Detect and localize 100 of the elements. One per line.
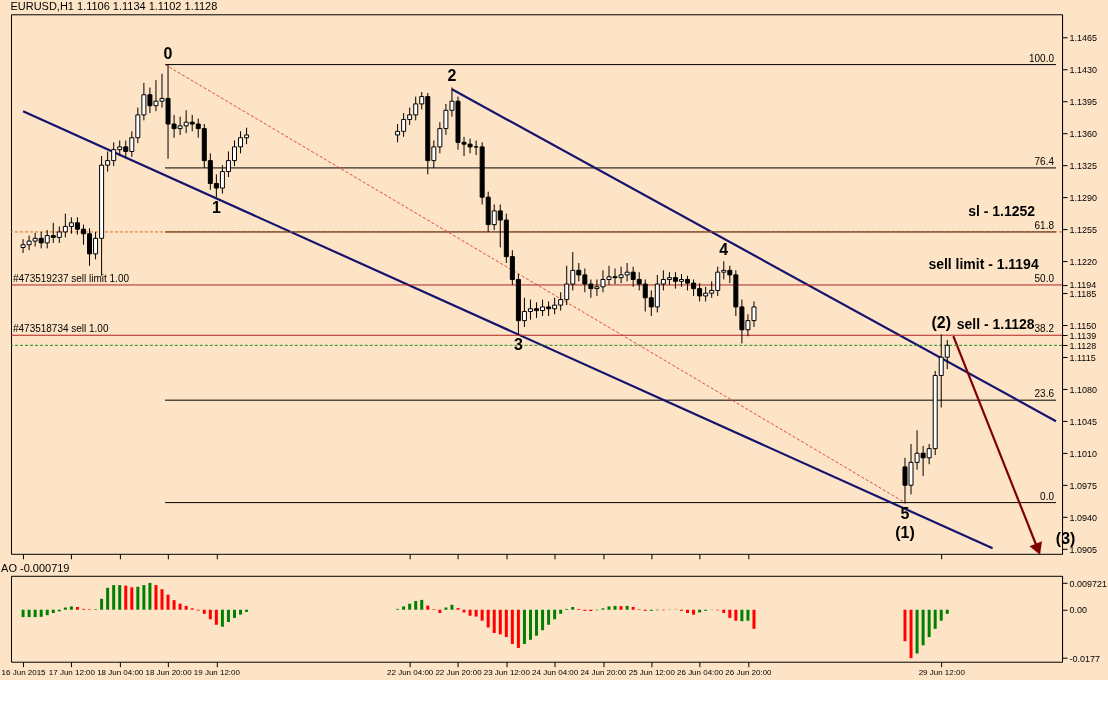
annotation: 3: [513, 336, 523, 354]
bar: [571, 606, 575, 610]
bar: [734, 609, 738, 621]
bar: [414, 600, 418, 610]
annotation: 5: [900, 505, 910, 523]
bar: [492, 609, 496, 633]
bar: [45, 609, 49, 616]
bar: [553, 609, 557, 620]
bar: [915, 609, 919, 654]
bar: [939, 609, 943, 621]
x-tick-label: 16 Jun 2015: [1, 668, 47, 678]
bar: [39, 609, 43, 617]
annotation: sell - 1.1128: [956, 316, 1035, 333]
bar: [927, 609, 931, 638]
bar: [239, 609, 243, 615]
annotation: 1: [211, 199, 221, 217]
x-tick-label: 24 Jun 20:00: [580, 668, 628, 678]
bar: [75, 606, 79, 610]
annotation: (2): [931, 314, 951, 332]
annotation: 76.4: [1034, 155, 1055, 167]
bar: [909, 609, 913, 659]
annotation: 61.8: [1034, 219, 1055, 231]
bar: [226, 609, 230, 623]
bar: [220, 609, 224, 627]
bar: [148, 582, 152, 610]
y-tick-label: 1.1150: [1069, 320, 1097, 331]
x-tick-label: 25 Jun 12:00: [628, 668, 676, 678]
y-tick-label: 1.1430: [1069, 64, 1098, 75]
bar: [118, 585, 122, 610]
bar: [510, 609, 514, 644]
y-tick-label: -0.0177: [1069, 653, 1101, 664]
x-tick-label: 24 Jun 04:00: [532, 668, 579, 678]
bar: [740, 609, 744, 622]
y-tick-label: 1.1360: [1069, 128, 1098, 139]
x-tick-label: 17 Jun 12:00: [48, 668, 96, 678]
bar: [528, 609, 532, 640]
bar: [426, 605, 430, 610]
bar: [480, 609, 484, 621]
y-tick-label: 1.1194: [1069, 280, 1097, 291]
y-tick-label: 1.1185: [1069, 288, 1097, 299]
bar: [420, 599, 424, 610]
bar: [69, 606, 73, 610]
bar: [136, 586, 140, 610]
y-tick-label: 1.1465: [1069, 32, 1098, 43]
bar: [438, 609, 442, 613]
annotation: 0: [163, 44, 173, 62]
x-tick-label: 18 Jun 04:00: [97, 668, 144, 678]
bar: [498, 609, 502, 635]
x-tick-label: 23 Jun 12:00: [483, 668, 531, 678]
annotation: 23.6: [1034, 388, 1055, 400]
annotation: sell limit - 1.1194: [928, 255, 1039, 272]
y-tick-label: 1.0940: [1069, 512, 1098, 523]
bar: [625, 605, 629, 610]
bar: [474, 609, 478, 617]
y-tick-label: 1.1080: [1069, 384, 1098, 395]
annotation: 2: [447, 67, 457, 85]
y-tick-label: 1.1290: [1069, 192, 1098, 203]
bar: [504, 609, 508, 638]
bar: [631, 606, 635, 610]
x-tick-label: 29 Jun 12:00: [918, 668, 966, 678]
bar: [722, 609, 726, 613]
bar: [172, 600, 176, 610]
bar: [945, 609, 949, 614]
x-tick-label: 26 Jun 04:00: [677, 668, 724, 678]
y-tick-label: 1.1010: [1069, 448, 1098, 459]
bar: [541, 609, 545, 631]
y-tick-label: 1.1255: [1069, 224, 1098, 235]
bar: [746, 609, 750, 621]
bar: [468, 609, 472, 616]
annotation: 100.0: [1029, 52, 1055, 64]
bar: [130, 587, 134, 610]
bar: [903, 609, 907, 642]
bar: [154, 585, 158, 610]
x-tick-label: 22 Jun 04:00: [387, 668, 434, 678]
bar: [232, 609, 236, 618]
bar: [160, 589, 164, 610]
y-tick-label: 1.1220: [1069, 256, 1098, 267]
annotation: 50.0: [1034, 272, 1055, 284]
bar: [51, 609, 55, 613]
bar: [933, 609, 937, 629]
ref-line-label: #473518734 sell 1.00: [12, 323, 109, 335]
annotation: 0.0: [1040, 490, 1055, 502]
ref-line-label: #473519237 sell limit 1.00: [12, 272, 130, 284]
bar: [619, 606, 623, 610]
bar: [516, 609, 520, 649]
bar: [535, 609, 539, 636]
bar: [214, 609, 218, 625]
bar: [559, 609, 563, 614]
chart-title: EURUSD,H1 1.1106 1.1134 1.1102 1.1128: [10, 0, 218, 13]
y-tick-label: 1.0975: [1069, 480, 1098, 491]
bar: [752, 609, 756, 629]
y-tick-label: 1.1128: [1069, 340, 1097, 351]
bar: [402, 606, 406, 610]
annotation: sl - 1.1252: [968, 202, 1036, 219]
y-tick-label: 0.00: [1069, 605, 1088, 616]
annotation: 4: [719, 241, 729, 259]
bar: [408, 603, 412, 610]
bar: [178, 603, 182, 610]
bar: [450, 604, 454, 610]
bar: [124, 585, 128, 610]
